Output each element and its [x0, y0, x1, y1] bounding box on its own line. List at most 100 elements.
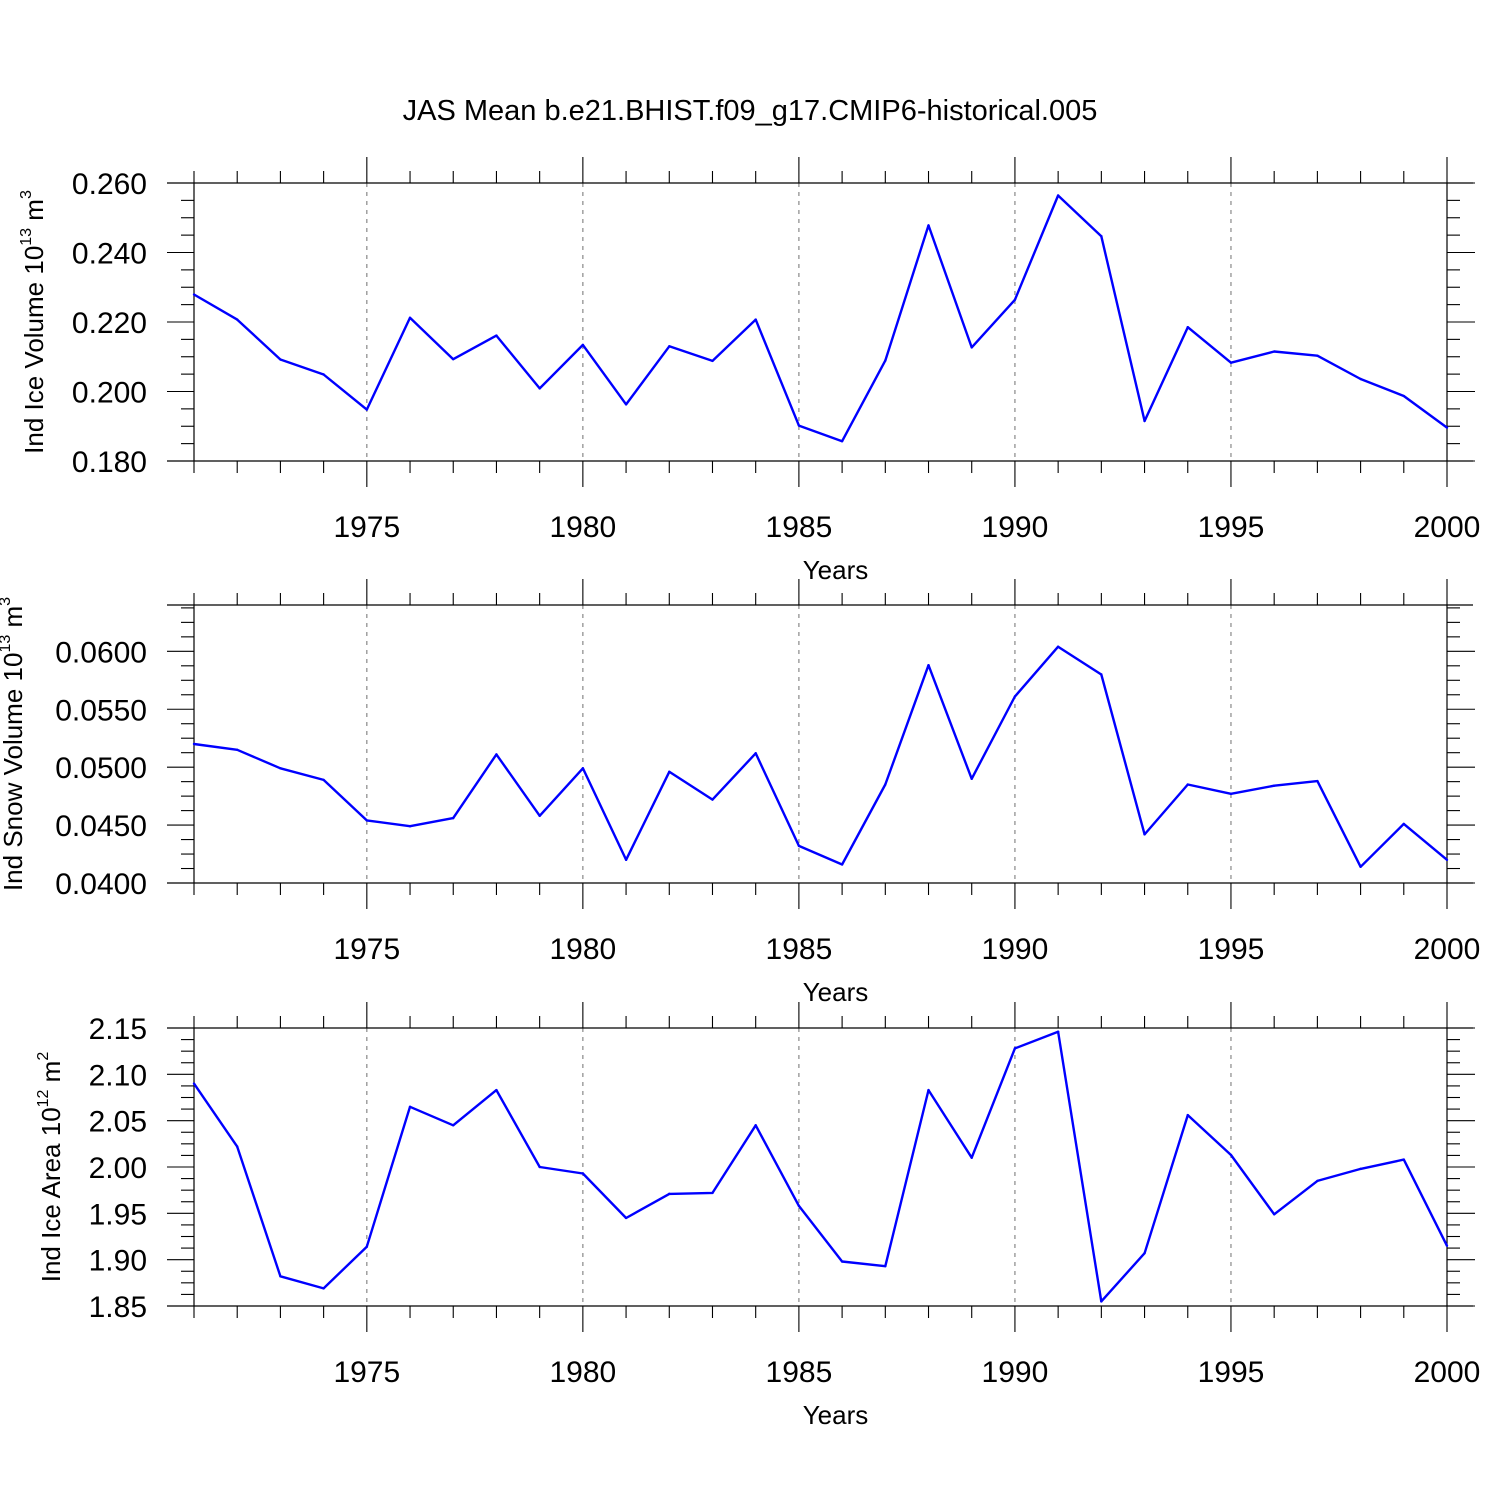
y-label-text: m	[0, 606, 28, 635]
y-tick-label: 2.10	[89, 1059, 147, 1092]
data-point	[1056, 1030, 1060, 1033]
y-axis-label: Ind Ice Volume 1013 m3	[18, 190, 49, 454]
y-label-text: m	[19, 199, 49, 228]
data-point	[495, 1088, 498, 1092]
data-point	[884, 359, 887, 362]
data-point	[279, 1275, 282, 1278]
y-tick-label: 0.0550	[55, 694, 147, 727]
data-point	[1186, 326, 1189, 329]
data-point	[1229, 792, 1233, 796]
data-point	[711, 798, 714, 801]
data-point	[322, 778, 325, 782]
data-point	[1056, 194, 1060, 197]
data-point	[1100, 1300, 1103, 1303]
data-point	[1445, 426, 1449, 429]
y-label-superscript: 3	[18, 190, 35, 199]
data-point	[797, 844, 801, 848]
y-axis-label: Ind Ice Area 1012 m2	[35, 1052, 66, 1283]
data-point	[1186, 783, 1189, 786]
data-point	[1316, 354, 1319, 357]
data-point	[408, 825, 412, 828]
data-point	[1272, 350, 1276, 353]
y-label-superscript: 13	[18, 228, 35, 246]
x-tick-label: 2000	[1414, 1356, 1481, 1389]
data-point	[236, 318, 239, 321]
data-point	[279, 767, 282, 770]
y-label-superscript: 2	[35, 1052, 52, 1061]
data-point	[1359, 377, 1362, 381]
x-axis-label: Years	[803, 977, 869, 1007]
data-point	[668, 770, 671, 773]
data-point	[754, 1124, 757, 1127]
data-point	[711, 1191, 714, 1195]
data-point	[1272, 1213, 1276, 1216]
x-axis-label: Years	[803, 555, 869, 585]
data-point	[581, 343, 585, 347]
y-tick-label: 0.180	[72, 446, 147, 479]
data-point	[192, 293, 196, 296]
data-point	[927, 224, 930, 227]
data-point	[1186, 1113, 1189, 1117]
data-point	[797, 424, 801, 427]
x-tick-label: 1980	[549, 1356, 616, 1389]
y-tick-label: 0.0500	[55, 752, 147, 785]
data-point	[1445, 1244, 1449, 1247]
data-point	[365, 408, 369, 411]
y-label-text: Ind Ice Area 10	[36, 1107, 66, 1282]
y-label-superscript: 3	[0, 597, 14, 606]
data-point	[236, 748, 239, 751]
data-point	[1316, 779, 1319, 783]
data-point	[538, 1165, 541, 1169]
x-tick-label: 1990	[982, 1356, 1049, 1389]
x-tick-label: 1975	[333, 933, 400, 966]
x-axis-label: Years	[803, 1400, 869, 1430]
y-tick-label: 0.240	[72, 238, 147, 271]
data-point	[840, 439, 844, 443]
data-point	[236, 1145, 239, 1148]
x-tick-label: 1985	[766, 511, 833, 544]
data-point	[495, 334, 498, 337]
data-point	[1013, 1047, 1017, 1050]
data-point	[408, 1105, 412, 1108]
data-point	[1402, 1158, 1405, 1161]
data-point	[1143, 419, 1146, 423]
data-point	[668, 345, 671, 348]
data-point	[840, 863, 844, 866]
series-line	[193, 1030, 1449, 1303]
data-point	[970, 346, 973, 349]
data-point	[1100, 234, 1103, 238]
series-line	[193, 194, 1448, 443]
y-tick-label: 1.90	[89, 1245, 147, 1278]
chart-panels: 1975 1980 1985 1990 1995 2000 0.180 0.200 0.220 0…	[0, 157, 1480, 1430]
y-tick-label: 0.200	[72, 377, 147, 410]
y-tick-label: 2.00	[89, 1152, 147, 1185]
x-tick-label: 1975	[333, 511, 400, 544]
data-point	[797, 1204, 801, 1208]
data-point	[840, 1260, 844, 1263]
data-point	[452, 1124, 455, 1127]
data-point	[452, 816, 455, 820]
x-tick-label: 1980	[549, 933, 616, 966]
data-point	[1316, 1179, 1319, 1183]
x-tick-label: 2000	[1414, 933, 1481, 966]
x-tick-label: 1995	[1198, 933, 1265, 966]
data-point	[1402, 394, 1405, 398]
data-point	[192, 1082, 196, 1085]
data-point	[1229, 361, 1233, 364]
x-tick-label: 1995	[1198, 1356, 1265, 1389]
x-tick-label: 1985	[766, 1356, 833, 1389]
data-point	[1272, 784, 1276, 787]
data-point	[884, 1264, 887, 1268]
y-tick-label: 0.260	[72, 168, 147, 201]
data-point	[538, 387, 541, 390]
data-point	[322, 373, 325, 376]
x-tick-label: 1990	[982, 511, 1049, 544]
x-tick-label: 1990	[982, 933, 1049, 966]
panel-1: 1975 1980 1985 1990 1995 2000 0.180 0.200 0.220 0…	[18, 157, 1480, 585]
data-point	[970, 1156, 973, 1159]
x-tick-label: 2000	[1414, 511, 1481, 544]
panel-3: 1975 1980 1985 1990 1995 2000 1.85 1.90 1.95 2.00…	[35, 1002, 1480, 1430]
y-label-text: Ind Ice Volume 10	[19, 246, 49, 454]
y-label-text: Ind Snow Volume 10	[0, 653, 28, 892]
